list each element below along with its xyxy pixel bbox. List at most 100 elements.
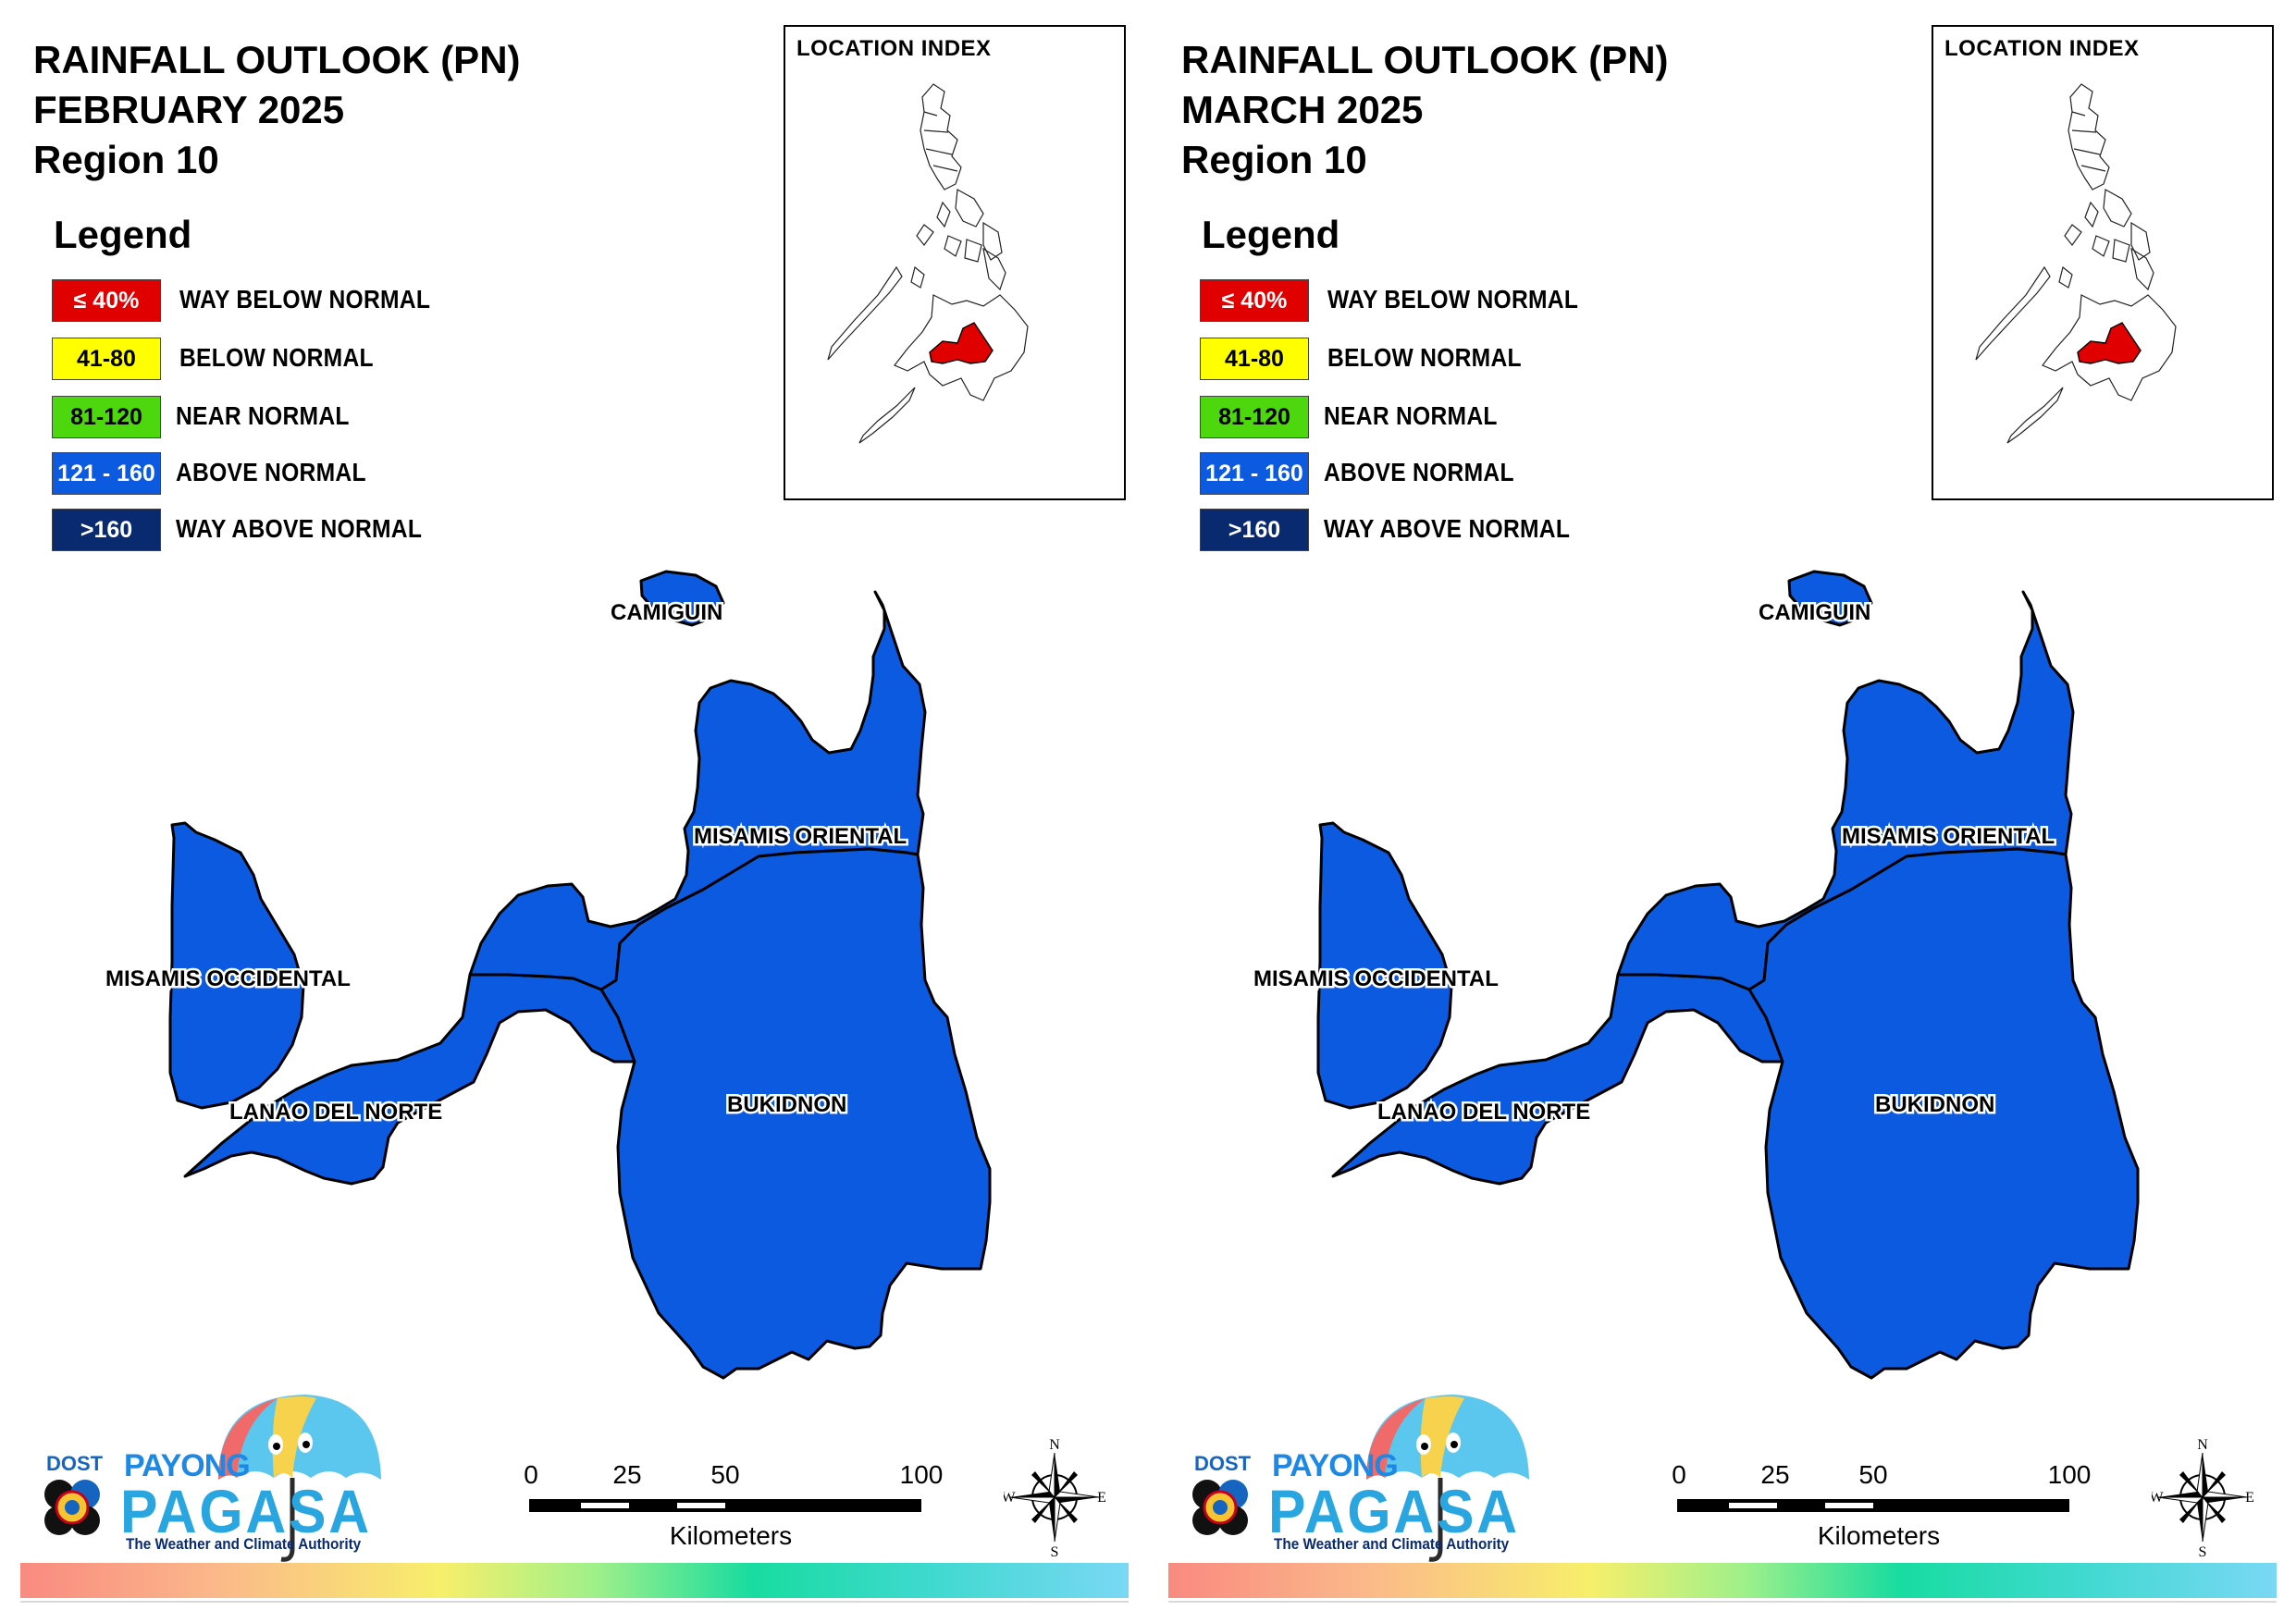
province-camiguin <box>1787 570 1873 627</box>
label-bukidnon: BUKIDNON <box>727 1092 846 1117</box>
province-lanao-del-norte <box>183 973 636 1186</box>
legend-item-above: 121 - 160 ABOVE NORMAL <box>52 452 514 497</box>
title-line-1: RAINFALL OUTLOOK (PN) <box>1181 38 1669 81</box>
footer-gradient-bar <box>20 1563 1129 1598</box>
legend-item-way-below: ≤ 40% WAY BELOW NORMAL <box>1200 279 1662 324</box>
compass-rose-icon: N S E W <box>2149 1437 2253 1560</box>
scale-tick: 50 <box>710 1460 740 1489</box>
legend-item-near: 81-120 NEAR NORMAL <box>1200 396 1662 440</box>
location-index-inset: LOCATION INDEX <box>1932 25 2274 500</box>
scale-bar-graphic <box>1677 1499 2069 1512</box>
compass-e: E <box>1097 1490 1105 1506</box>
scale-unit: Kilometers <box>1817 1521 1941 1550</box>
province-camiguin <box>639 570 725 627</box>
region-10-highlight <box>929 322 994 364</box>
scale-tick: 100 <box>2047 1460 2092 1489</box>
legend-label: WAY BELOW NORMAL <box>179 285 431 314</box>
umbrella-mascot-icon <box>44 1395 381 1562</box>
title-line-1: RAINFALL OUTLOOK (PN) <box>33 38 521 81</box>
pagasa-logo: DOST PAYONG PAGASA The Weather and Clima… <box>28 1387 389 1568</box>
scale-tick: 25 <box>1760 1460 1790 1489</box>
legend-label: BELOW NORMAL <box>1327 343 1522 372</box>
label-misamis-oriental: MISAMIS ORIENTAL <box>1842 824 2055 849</box>
north-arrow: N S E W <box>1001 1437 1105 1560</box>
legend-swatch: >160 <box>1200 509 1309 551</box>
scale-unit: Kilometers <box>669 1521 793 1550</box>
legend-swatch: 121 - 160 <box>1200 452 1309 495</box>
legend-title: Legend <box>54 213 192 256</box>
location-index-title: LOCATION INDEX <box>1944 36 2140 61</box>
logo-pagasa: PAGASA <box>120 1477 372 1545</box>
compass-e: E <box>2245 1490 2253 1506</box>
legend-label: NEAR NORMAL <box>1324 401 1498 430</box>
scale-bar: 0 25 50 100 Kilometers <box>1666 1457 2092 1558</box>
compass-n: N <box>1049 1438 1060 1453</box>
title-line-2: FEBRUARY 2025 <box>33 88 345 131</box>
legend-swatch: 81-120 <box>52 396 161 438</box>
pagasa-logo: DOST PAYONG PAGASA The Weather and Clima… <box>1176 1387 1537 1568</box>
compass-rose-icon: N S E W <box>1001 1437 1105 1560</box>
logo-payong: PAYONG <box>124 1448 251 1483</box>
compass-s: S <box>2199 1544 2207 1558</box>
legend-item-below: 41-80 BELOW NORMAL <box>52 338 514 382</box>
label-lanao-del-norte: LANAO DEL NORTE <box>1377 1100 1590 1125</box>
philippines-outline-map <box>1975 83 2177 444</box>
legend-item-way-above: >160 WAY ABOVE NORMAL <box>1200 509 1662 553</box>
philippines-outline-map <box>827 83 1029 444</box>
compass-n: N <box>2197 1438 2208 1453</box>
map-title: RAINFALL OUTLOOK (PN) MARCH 2025 Region … <box>1181 35 1669 185</box>
legend-item-way-above: >160 WAY ABOVE NORMAL <box>52 509 514 553</box>
scale-bar: 0 25 50 100 Kilometers <box>518 1457 944 1558</box>
location-index-title: LOCATION INDEX <box>796 36 992 61</box>
title-line-3: Region 10 <box>1181 138 1367 181</box>
region-map: CAMIGUIN MISAMIS ORIENTAL MISAMIS OCCIDE… <box>104 570 992 1380</box>
legend-label: WAY BELOW NORMAL <box>1327 285 1579 314</box>
title-line-2: MARCH 2025 <box>1181 88 1424 131</box>
legend-title: Legend <box>1202 213 1340 256</box>
scale-tick: 25 <box>612 1460 642 1489</box>
outlook-panel-february: RAINFALL OUTLOOK (PN) FEBRUARY 2025 Regi… <box>20 25 1129 1603</box>
scale-bar-graphic <box>529 1499 921 1512</box>
province-bukidnon <box>1747 847 2140 1380</box>
region-10-highlight <box>2077 322 2142 364</box>
map-title: RAINFALL OUTLOOK (PN) FEBRUARY 2025 Regi… <box>33 35 521 185</box>
legend-swatch: 41-80 <box>1200 338 1309 380</box>
compass-w: W <box>1004 1490 1016 1506</box>
north-arrow: N S E W <box>2149 1437 2253 1560</box>
legend-label: BELOW NORMAL <box>179 343 374 372</box>
label-bukidnon: BUKIDNON <box>1875 1092 1994 1117</box>
legend-item-below: 41-80 BELOW NORMAL <box>1200 338 1662 382</box>
legend-swatch: 81-120 <box>1200 396 1309 438</box>
label-misamis-occidental: MISAMIS OCCIDENTAL <box>1253 966 1499 991</box>
label-misamis-occidental: MISAMIS OCCIDENTAL <box>105 966 351 991</box>
logo-dost: DOST <box>46 1452 104 1475</box>
legend-item-above: 121 - 160 ABOVE NORMAL <box>1200 452 1662 497</box>
label-lanao-del-norte: LANAO DEL NORTE <box>229 1100 442 1125</box>
legend-swatch: 121 - 160 <box>52 452 161 495</box>
outlook-panel-march: RAINFALL OUTLOOK (PN) MARCH 2025 Region … <box>1148 0 2296 1623</box>
scale-tick: 50 <box>1858 1460 1888 1489</box>
legend-label: ABOVE NORMAL <box>176 458 366 486</box>
legend-label: ABOVE NORMAL <box>1324 458 1514 486</box>
footer-gradient-bar <box>1168 1563 2277 1598</box>
legend-item-way-below: ≤ 40% WAY BELOW NORMAL <box>52 279 514 324</box>
compass-w: W <box>2152 1490 2164 1506</box>
scale-tick: 0 <box>1672 1460 1686 1489</box>
footer-divider <box>20 1601 1129 1603</box>
logo-tagline: The Weather and Climate Authority <box>1274 1535 1510 1553</box>
compass-s: S <box>1051 1544 1059 1558</box>
region-map: CAMIGUIN MISAMIS ORIENTAL MISAMIS OCCIDE… <box>1252 570 2140 1380</box>
scale-tick: 100 <box>899 1460 944 1489</box>
legend-item-near: 81-120 NEAR NORMAL <box>52 396 514 440</box>
logo-payong: PAYONG <box>1272 1448 1399 1483</box>
province-bukidnon <box>599 847 992 1380</box>
legend-label: NEAR NORMAL <box>176 401 350 430</box>
footer-divider <box>1168 1601 2277 1603</box>
label-misamis-oriental: MISAMIS ORIENTAL <box>694 824 907 849</box>
logo-tagline: The Weather and Climate Authority <box>126 1535 362 1553</box>
province-lanao-del-norte <box>1331 973 1784 1186</box>
legend-swatch: ≤ 40% <box>52 279 161 322</box>
label-camiguin: CAMIGUIN <box>1759 600 1870 625</box>
province-misamis-occidental <box>1316 821 1453 1110</box>
legend-swatch: 41-80 <box>52 338 161 380</box>
